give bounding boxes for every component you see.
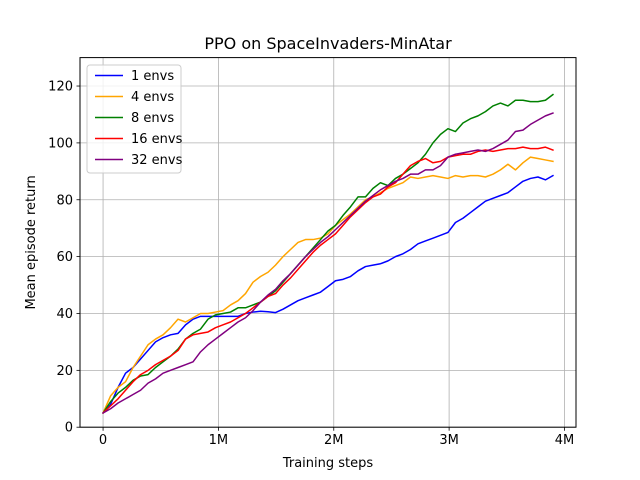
x-axis: 0 1M 2M 3M 4M [99,427,574,448]
series-line-32-envs [102,112,554,415]
y-tick-label: 100 [48,136,73,151]
legend-label: 16 envs [131,132,183,147]
x-tick-label: 2M [324,433,344,448]
chart-title: PPO on SpaceInvaders-MinAtar [204,34,452,53]
y-tick-label: 0 [65,421,73,436]
grid [80,57,576,428]
series-line-1-envs [102,174,554,415]
y-tick-label: 20 [56,364,73,379]
x-tick-label: 0 [99,433,107,448]
legend-label: 32 envs [131,153,183,168]
legend-box [86,64,182,174]
y-tick-label: 60 [56,250,73,265]
legend-label: 4 envs [131,90,174,105]
y-tick-label: 40 [56,307,73,322]
series-lines [102,93,554,415]
x-tick-label: 4M [555,433,575,448]
y-tick-label: 80 [56,193,73,208]
y-tick-label: 120 [48,80,73,95]
series-line-16-envs [102,146,554,415]
y-axis: 0 20 40 60 80 100 120 [48,80,80,436]
series-line-4-envs [102,156,554,414]
legend: 1 envs 4 envs 8 envs 16 envs 32 envs [86,64,183,174]
legend-label: 1 envs [131,69,174,84]
x-tick-label: 1M [209,433,229,448]
x-tick-label: 3M [439,433,459,448]
series-line-8-envs [102,93,554,415]
y-axis-label: Mean episode return [24,175,39,309]
x-axis-label: Training steps [282,456,374,471]
legend-label: 8 envs [131,111,174,126]
plot-frame [79,57,577,428]
